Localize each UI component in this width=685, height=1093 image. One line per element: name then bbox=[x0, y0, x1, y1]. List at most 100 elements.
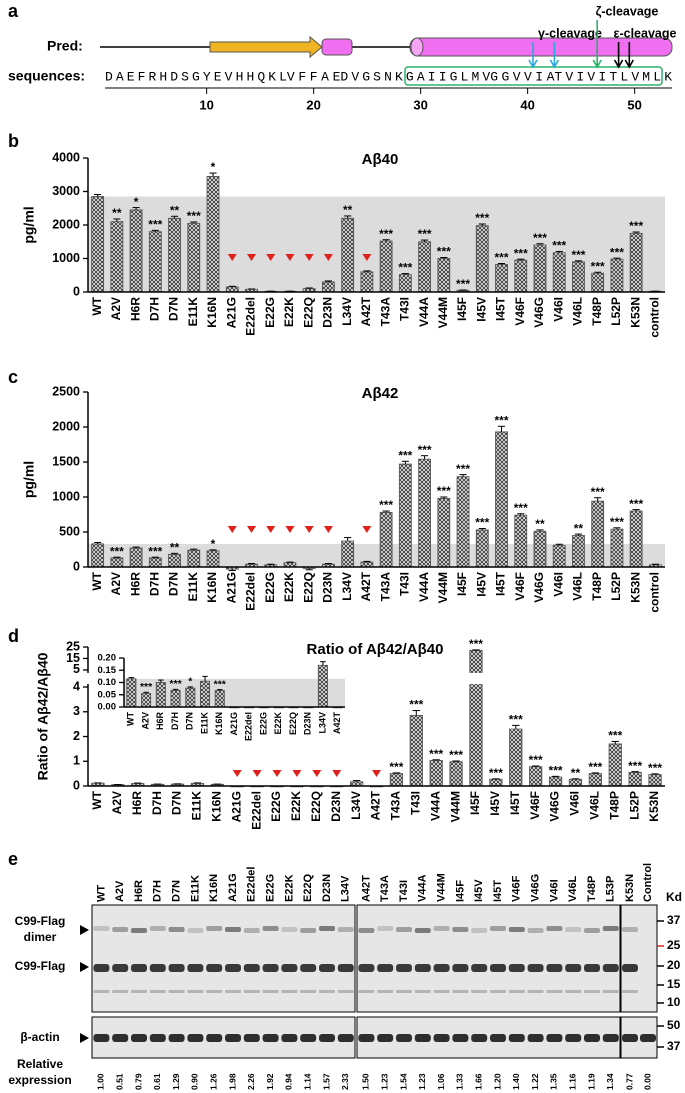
significance: *** bbox=[495, 251, 509, 265]
residue-number: 20 bbox=[306, 97, 320, 112]
y-tick-label: 4 bbox=[73, 679, 80, 693]
band bbox=[622, 927, 638, 932]
row-label: expression bbox=[8, 1073, 71, 1087]
significance: *** bbox=[398, 261, 412, 275]
x-tick-label: V44A bbox=[417, 572, 431, 602]
x-tick-label: E22K bbox=[289, 791, 303, 821]
bar bbox=[648, 774, 662, 787]
x-tick-label: V46L bbox=[571, 297, 585, 326]
bar bbox=[214, 690, 225, 708]
band bbox=[490, 1034, 506, 1042]
x-tick-label: E22del bbox=[249, 791, 263, 830]
bar bbox=[533, 530, 547, 568]
band bbox=[337, 964, 354, 972]
bar bbox=[389, 773, 404, 787]
x-tick-label: T43I bbox=[398, 297, 412, 321]
bar bbox=[379, 511, 393, 568]
marker-label: 25 bbox=[667, 938, 681, 952]
band bbox=[490, 926, 506, 931]
x-tick-label: control bbox=[648, 572, 662, 613]
band bbox=[112, 1034, 129, 1042]
significance: *** bbox=[140, 681, 153, 693]
x-tick-label: I45F bbox=[468, 791, 482, 815]
band bbox=[584, 928, 600, 933]
axis-break bbox=[468, 672, 484, 685]
y-tick-label: 2000 bbox=[52, 217, 80, 231]
marker-label: 37 bbox=[667, 913, 681, 927]
bar bbox=[148, 231, 162, 293]
y-tick-label: 0.20 bbox=[98, 653, 117, 664]
x-tick-label: V46G bbox=[532, 297, 546, 328]
panel-label: d bbox=[8, 626, 19, 646]
significance: *** bbox=[475, 516, 489, 530]
band bbox=[527, 1034, 544, 1042]
band bbox=[433, 1034, 450, 1042]
y-tick-label: 1000 bbox=[52, 251, 80, 265]
y-tick-label: 2000 bbox=[52, 419, 80, 433]
relative-expression: 1.33 bbox=[455, 1073, 465, 1090]
bar bbox=[591, 500, 605, 568]
cleavage-arrowhead bbox=[528, 59, 538, 69]
bar bbox=[110, 221, 124, 293]
band bbox=[622, 1034, 638, 1042]
band bbox=[414, 964, 431, 972]
lane-label: E22del bbox=[246, 867, 258, 902]
x-tick-label: E11K bbox=[199, 712, 209, 735]
x-tick-label: control bbox=[648, 297, 662, 338]
y-tick-label: 4000 bbox=[52, 150, 80, 164]
bar bbox=[187, 222, 201, 293]
significance: *** bbox=[437, 245, 451, 259]
band bbox=[262, 990, 279, 993]
band bbox=[262, 1034, 279, 1042]
significance: *** bbox=[610, 245, 624, 259]
x-tick-label: D23N bbox=[321, 572, 335, 603]
bar bbox=[514, 514, 528, 568]
x-tick-label: D23N bbox=[329, 791, 343, 822]
significance: *** bbox=[608, 729, 622, 743]
band bbox=[490, 964, 506, 972]
band bbox=[300, 1034, 317, 1042]
sequence-segment: DVGSNKGAIIGLMV bbox=[340, 69, 490, 84]
relative-expression: 1.29 bbox=[171, 1073, 181, 1090]
bar bbox=[170, 689, 181, 708]
row-arrow bbox=[80, 925, 89, 935]
marker-triangle bbox=[227, 526, 237, 533]
significance: *** bbox=[549, 764, 563, 778]
lane-label: H6R bbox=[133, 880, 145, 902]
significance: *** bbox=[529, 753, 543, 767]
lane-label: A42T bbox=[360, 875, 372, 902]
bar bbox=[475, 225, 489, 293]
marker-triangle bbox=[285, 526, 295, 533]
x-tick-label: T48P bbox=[607, 791, 621, 820]
marker-triangle bbox=[362, 254, 372, 261]
band bbox=[471, 1034, 488, 1042]
band bbox=[319, 990, 335, 993]
x-tick-label: K16N bbox=[214, 712, 224, 735]
row-arrow bbox=[80, 1033, 89, 1043]
band bbox=[433, 964, 450, 972]
band bbox=[452, 1034, 469, 1042]
lane-label: E11K bbox=[189, 875, 201, 902]
bar bbox=[129, 209, 143, 293]
marker-triangle bbox=[227, 254, 237, 261]
lane-label: K53N bbox=[624, 874, 636, 902]
marker-label: 37 bbox=[667, 1039, 681, 1053]
band bbox=[358, 990, 375, 993]
band bbox=[396, 990, 412, 993]
pred-label: Pred: bbox=[47, 38, 83, 54]
band bbox=[93, 964, 110, 972]
x-tick-label: I45T bbox=[494, 571, 508, 596]
y-tick-label: 2500 bbox=[52, 384, 80, 398]
band bbox=[337, 1034, 354, 1042]
relative-expression: 1.40 bbox=[511, 1073, 521, 1090]
band bbox=[396, 964, 412, 972]
x-tick-label: T43A bbox=[389, 791, 403, 821]
band bbox=[377, 964, 394, 972]
x-tick-label: I45T bbox=[508, 790, 522, 815]
bar bbox=[148, 557, 162, 568]
band bbox=[471, 990, 488, 993]
bar bbox=[110, 557, 124, 568]
y-tick-label: 1500 bbox=[52, 454, 80, 468]
bar bbox=[608, 743, 622, 787]
